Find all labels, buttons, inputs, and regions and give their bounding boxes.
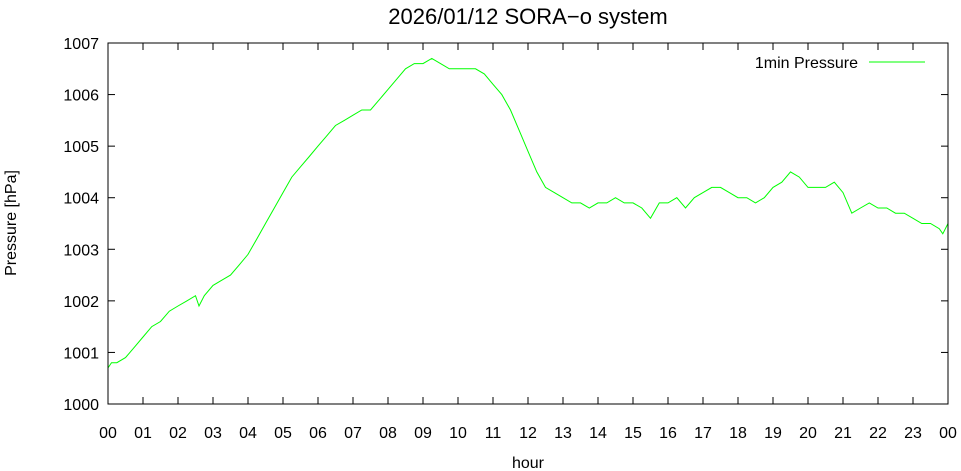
y-tick-label: 1002 — [63, 294, 99, 311]
x-tick-label: 15 — [624, 425, 642, 442]
x-tick-label: 12 — [519, 425, 537, 442]
y-tick-label: 1005 — [63, 139, 99, 156]
y-tick-label: 1006 — [63, 88, 99, 105]
legend: 1min Pressure — [755, 55, 925, 72]
x-tick-label: 04 — [239, 425, 257, 442]
x-tick-label: 20 — [799, 425, 817, 442]
chart-title: 2026/01/12 SORA−o system — [388, 4, 667, 29]
x-tick-label: 10 — [449, 425, 467, 442]
x-tick-label: 00 — [99, 425, 117, 442]
y-axis-label: Pressure [hPa] — [3, 170, 20, 276]
x-tick-label: 01 — [134, 425, 152, 442]
x-tick-label: 08 — [379, 425, 397, 442]
x-axis-label: hour — [512, 455, 545, 471]
x-tick-label: 18 — [729, 425, 747, 442]
x-tick-label: 23 — [904, 425, 922, 442]
x-tick-label: 00 — [939, 425, 957, 442]
plot-area — [107, 57, 949, 369]
x-tick-label: 06 — [309, 425, 327, 442]
x-tick-label: 13 — [554, 425, 572, 442]
x-tick-label: 21 — [834, 425, 852, 442]
x-tick-label: 16 — [659, 425, 677, 442]
y-tick-label: 1007 — [63, 36, 99, 53]
y-tick-label: 1003 — [63, 242, 99, 259]
x-tick-label: 14 — [589, 425, 607, 442]
plot-frame — [107, 42, 949, 405]
x-tick-label: 11 — [485, 425, 502, 442]
series-line — [107, 57, 949, 369]
x-tick-label: 19 — [764, 425, 782, 442]
legend-label: 1min Pressure — [755, 55, 858, 72]
axes: 00 01 02 03 04 05 06 07 08 09 10 11 12 13 14 15 16 17 18 19… — [63, 36, 957, 442]
x-tick-label: 09 — [414, 425, 432, 442]
x-tick-label: 02 — [169, 425, 187, 442]
x-tick-label: 05 — [274, 425, 292, 442]
y-tick-label: 1000 — [63, 397, 99, 414]
x-tick-label: 03 — [204, 425, 222, 442]
x-tick-label: 22 — [869, 425, 887, 442]
x-tick-label: 07 — [344, 425, 362, 442]
y-tick-label: 1001 — [63, 345, 99, 362]
y-tick-label: 1004 — [63, 191, 99, 208]
x-tick-label: 17 — [694, 425, 712, 442]
